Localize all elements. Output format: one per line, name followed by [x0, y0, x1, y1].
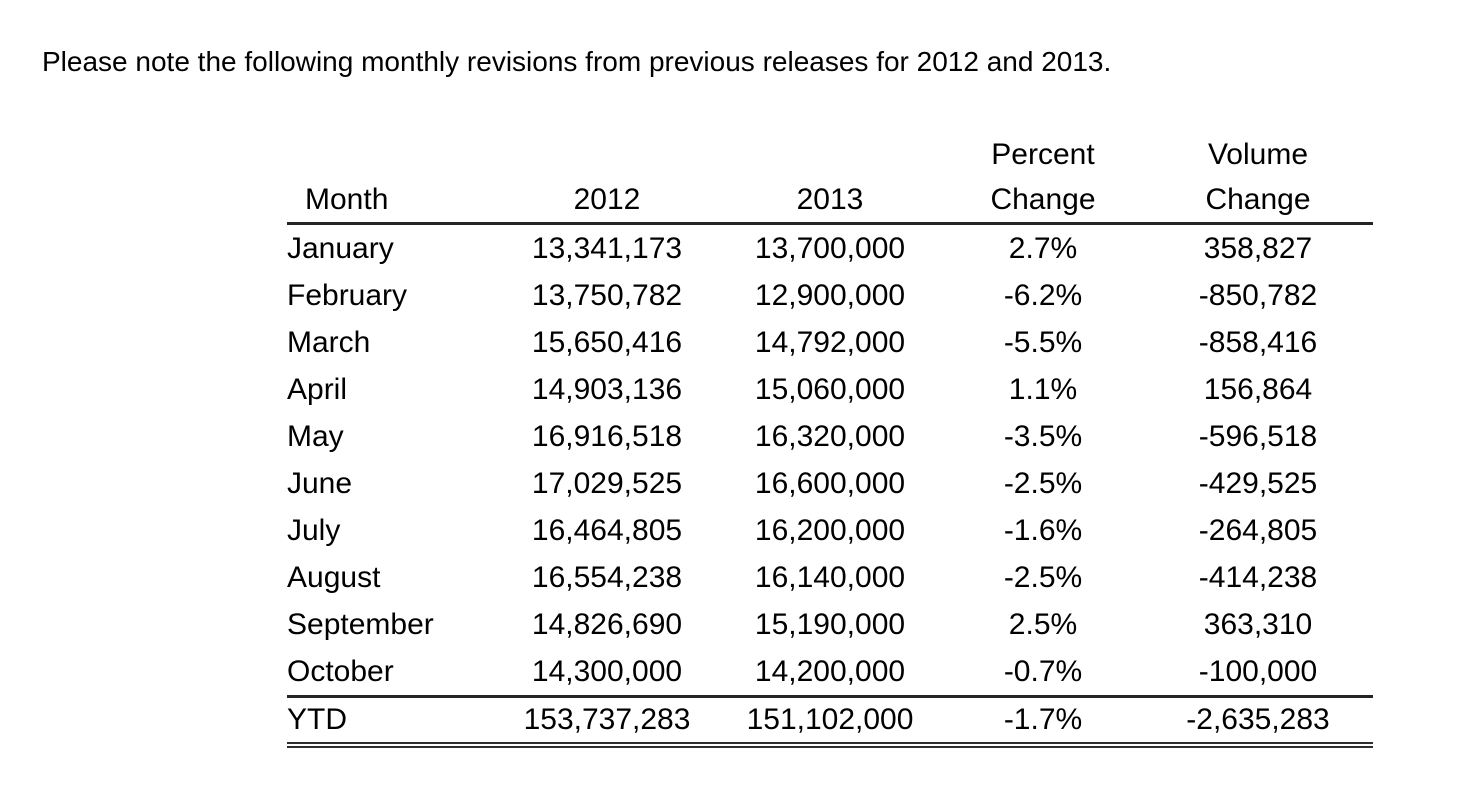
table-row-ytd-total: YTD 153,737,283 151,102,000 -1.7% -2,635…	[287, 695, 1373, 748]
value-2012-cell: 14,826,690	[531, 607, 683, 641]
month-cell: March	[287, 325, 371, 359]
month-cell: February	[287, 278, 408, 312]
value-2012-cell: 15,650,416	[531, 325, 683, 359]
percent-change-cell: -2.5%	[1003, 466, 1083, 500]
value-2013-cell: 16,320,000	[754, 419, 906, 453]
value-2013-cell: 15,060,000	[754, 372, 906, 406]
value-2013-cell: 14,792,000	[754, 325, 906, 359]
table-row-may: May 16,916,518 16,320,000 -3.5% -596,518	[287, 413, 1373, 460]
table-row-october: October 14,300,000 14,200,000 -0.7% -100…	[287, 648, 1373, 697]
value-2013-cell: 16,140,000	[754, 560, 906, 594]
volume-change-cell: -858,416	[1198, 325, 1318, 359]
month-cell: June	[287, 466, 353, 500]
value-2012-cell: 16,916,518	[531, 419, 683, 453]
volume-change-cell: -100,000	[1198, 654, 1318, 688]
value-2013-cell: 16,200,000	[754, 513, 906, 547]
col-header-line2: 2013	[796, 183, 864, 216]
header-row: Month 2012 2013 Percent Change Volume Ch…	[287, 132, 1373, 225]
volume-change-cell: 358,827	[1203, 231, 1313, 265]
volume-change-cell: 363,310	[1203, 607, 1313, 641]
col-header-2013: 2013	[717, 132, 943, 225]
value-2013-cell: 14,200,000	[754, 654, 906, 688]
percent-change-cell: -3.5%	[1003, 419, 1083, 453]
col-header-line2: Change	[990, 183, 1096, 216]
value-2012-cell: 153,737,283	[497, 695, 717, 748]
month-cell: September	[287, 607, 434, 641]
volume-change-cell: 156,864	[1203, 372, 1313, 406]
month-cell: January	[287, 231, 394, 265]
table-row-february: February 13,750,782 12,900,000 -6.2% -85…	[287, 272, 1373, 319]
col-header-line1	[717, 132, 943, 177]
col-header-2012: 2012	[497, 132, 717, 225]
percent-change-cell: 1.1%	[1008, 372, 1078, 406]
value-2012-cell: 14,300,000	[531, 654, 683, 688]
percent-change-cell: -2.5%	[1003, 560, 1083, 594]
col-header-line2: 2012	[573, 183, 641, 216]
col-header-line2: Month	[305, 183, 389, 216]
table-row-april: April 14,903,136 15,060,000 1.1% 156,864	[287, 366, 1373, 413]
value-2012-cell: 17,029,525	[531, 466, 683, 500]
volume-change-cell: -264,805	[1198, 513, 1318, 547]
value-2012-cell: 14,903,136	[531, 372, 683, 406]
page-title: Please note the following monthly revisi…	[42, 46, 1112, 77]
table-row-june: June 17,029,525 16,600,000 -2.5% -429,52…	[287, 460, 1373, 507]
percent-change-cell: -0.7%	[1003, 654, 1083, 688]
volume-change-cell: -596,518	[1198, 419, 1318, 453]
month-cell: August	[287, 560, 381, 594]
volume-change-cell: -414,238	[1198, 560, 1318, 594]
percent-change-cell: -5.5%	[1003, 325, 1083, 359]
value-2013-cell: 12,900,000	[754, 278, 906, 312]
revisions-table: Month 2012 2013 Percent Change Volume Ch…	[287, 132, 1373, 748]
percent-change-cell: 2.5%	[1008, 607, 1078, 641]
col-header-line1: Percent	[991, 138, 1095, 171]
value-2012-cell: 13,341,173	[531, 231, 683, 265]
col-header-month: Month	[287, 132, 497, 225]
volume-change-cell: -2,635,283	[1143, 695, 1373, 748]
col-header-line1: Volume	[1207, 138, 1309, 171]
percent-change-cell: -6.2%	[1003, 278, 1083, 312]
table-row-september: September 14,826,690 15,190,000 2.5% 363…	[287, 601, 1373, 648]
table-row-march: March 15,650,416 14,792,000 -5.5% -858,4…	[287, 319, 1373, 366]
value-2013-cell: 13,700,000	[754, 231, 906, 265]
percent-change-cell: -1.6%	[1003, 513, 1083, 547]
col-header-volume-change: Volume Change	[1143, 132, 1373, 225]
table-row-august: August 16,554,238 16,140,000 -2.5% -414,…	[287, 554, 1373, 601]
value-2013-cell: 15,190,000	[754, 607, 906, 641]
table-row-january: January 13,341,173 13,700,000 2.7% 358,8…	[287, 224, 1373, 273]
month-cell: May	[287, 419, 344, 453]
col-header-percent-change: Percent Change	[943, 132, 1143, 225]
month-cell: July	[287, 513, 341, 547]
percent-change-cell: -1.7%	[943, 695, 1143, 748]
month-cell: April	[287, 372, 348, 406]
percent-change-cell: 2.7%	[1008, 231, 1078, 265]
col-header-line2: Change	[1205, 183, 1311, 216]
value-2012-cell: 16,464,805	[531, 513, 683, 547]
col-header-line1	[287, 132, 497, 177]
table-row-july: July 16,464,805 16,200,000 -1.6% -264,80…	[287, 507, 1373, 554]
month-cell: October	[287, 654, 394, 688]
value-2013-cell: 151,102,000	[717, 695, 943, 748]
volume-change-cell: -850,782	[1198, 278, 1318, 312]
month-cell: YTD	[287, 695, 497, 748]
volume-change-cell: -429,525	[1198, 466, 1318, 500]
col-header-line1	[497, 132, 717, 177]
value-2012-cell: 16,554,238	[531, 560, 683, 594]
value-2012-cell: 13,750,782	[531, 278, 683, 312]
value-2013-cell: 16,600,000	[754, 466, 906, 500]
